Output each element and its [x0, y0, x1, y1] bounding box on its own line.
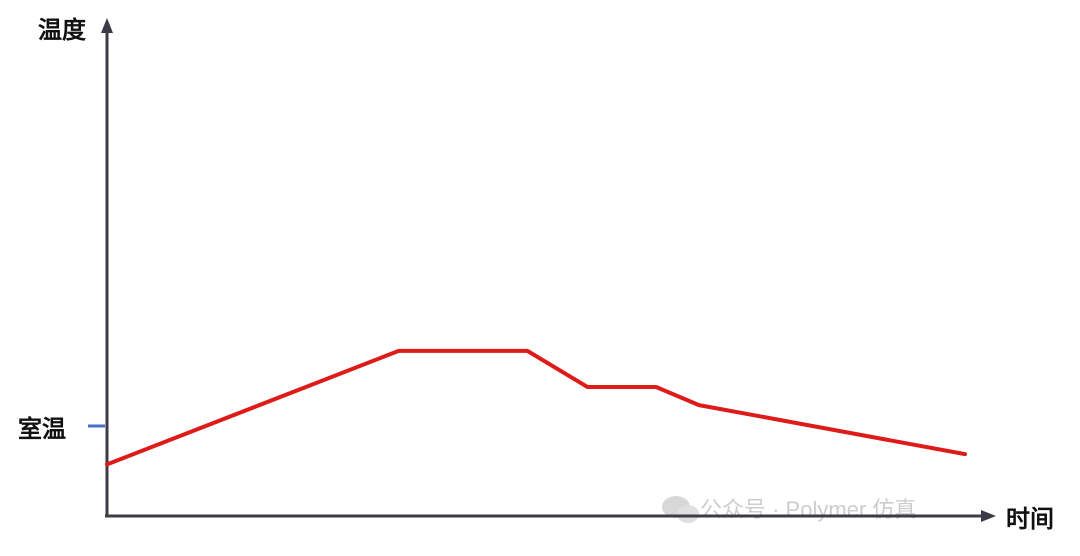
series-layer: [107, 351, 965, 465]
watermark-text: 公众号 · Polymer 仿真: [700, 497, 916, 522]
y-axis-arrow: [101, 18, 113, 33]
room-temp-label: 室温: [18, 415, 66, 443]
wechat-icon: [662, 496, 699, 523]
temperature-series-line: [107, 351, 965, 465]
x-axis-label: 时间: [1006, 505, 1054, 533]
y-axis-label: 温度: [38, 16, 87, 44]
watermark: 公众号 · Polymer 仿真: [662, 496, 916, 523]
x-axis-arrow: [981, 510, 996, 522]
